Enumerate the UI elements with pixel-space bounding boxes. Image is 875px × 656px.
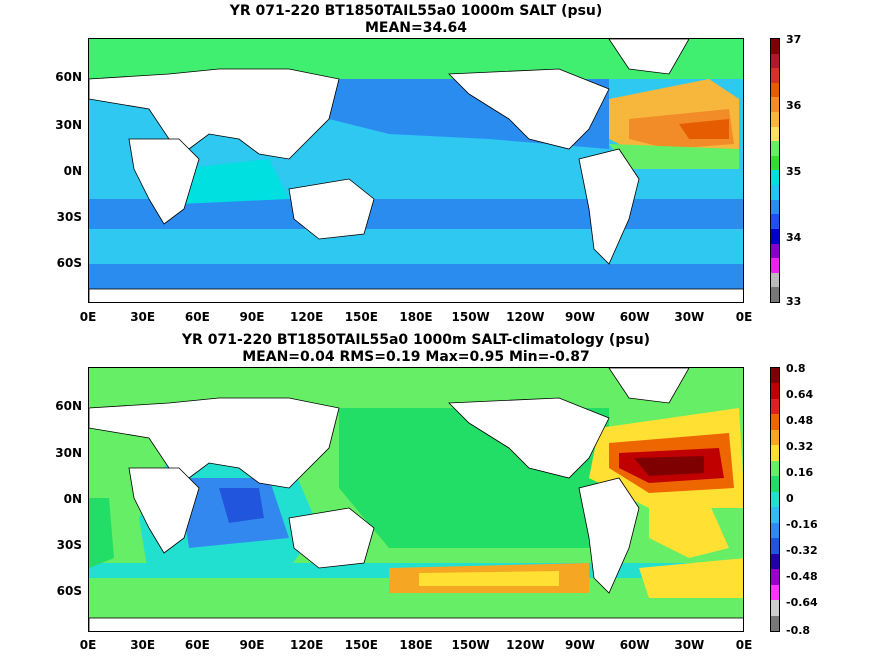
lon-label: 90W [565, 638, 595, 652]
top-lat-label: 30N [55, 118, 82, 132]
top-cbar-label: 35 [786, 165, 802, 178]
colorbar-swatch [771, 429, 779, 446]
bottom-cbar-label: -0.8 [786, 624, 811, 637]
colorbar-swatch [771, 553, 779, 570]
top-cbar-label: 33 [786, 295, 802, 308]
lon-label: 0E [735, 310, 753, 324]
top-title-line2: MEAN=34.64 [364, 20, 468, 36]
colorbar-swatch [771, 398, 779, 415]
colorbar-swatch [771, 141, 779, 156]
bottom-title-line1: YR 071-220 BT1850TAIL55a0 1000m SALT-cli… [181, 332, 651, 348]
top-lat-label: 60S [56, 256, 82, 270]
top-lat-label: 0N [63, 164, 82, 178]
colorbar-swatch [771, 155, 779, 171]
lon-label: 90E [239, 310, 265, 324]
colorbar-swatch [771, 272, 779, 288]
colorbar-swatch [771, 82, 779, 98]
top-lat-label: 60N [55, 70, 82, 84]
colorbar-swatch [771, 383, 779, 399]
lon-label: 120W [506, 310, 545, 324]
colorbar-swatch [771, 615, 779, 631]
bottom-cbar-label: -0.16 [786, 518, 818, 531]
colorbar-swatch [771, 569, 779, 585]
top-lat-label: 30S [56, 210, 82, 224]
colorbar-swatch [771, 258, 779, 273]
lon-label: 60W [619, 310, 650, 324]
lon-label: 60E [184, 638, 210, 652]
colorbar-swatch [771, 476, 779, 492]
colorbar-swatch [771, 214, 779, 229]
bottom-cbar-label: -0.64 [786, 596, 818, 609]
lon-label: 60W [619, 638, 650, 652]
lon-label: 150E [344, 310, 378, 324]
lon-label: 90E [239, 638, 265, 652]
lon-label: 0E [735, 638, 753, 652]
bottom-cbar-label: 0.16 [786, 466, 814, 479]
top-title-line1: YR 071-220 BT1850TAIL55a0 1000m SALT (ps… [229, 3, 603, 19]
colorbar-swatch [771, 228, 779, 244]
colorbar-swatch [771, 53, 779, 69]
bottom-cbar-label: -0.32 [786, 544, 818, 557]
colorbar-swatch [771, 243, 779, 259]
bottom-cbar-label: 0 [786, 492, 794, 505]
colorbar-swatch [771, 522, 779, 539]
top-salinity-map [88, 38, 744, 303]
lon-label: 30W [674, 310, 705, 324]
colorbar-swatch [771, 185, 779, 200]
colorbar-swatch [771, 170, 779, 186]
colorbar-swatch [771, 538, 779, 554]
bottom-cbar-label: 0.48 [786, 414, 814, 427]
lon-label: 30W [674, 638, 705, 652]
colorbar-swatch [771, 584, 779, 601]
bottom-title-line2: MEAN=0.04 RMS=0.19 Max=0.95 Min=-0.87 [242, 349, 590, 365]
colorbar-swatch [771, 368, 779, 384]
lon-label: 150E [344, 638, 378, 652]
colorbar-swatch [771, 68, 779, 83]
bottom-lat-label: 60S [56, 584, 82, 598]
top-cbar-label: 34 [786, 231, 802, 244]
top-cbar-label: 36 [786, 99, 802, 112]
colorbar-swatch [771, 199, 779, 215]
colorbar-swatch [771, 287, 779, 302]
bottom-lat-label: 60N [55, 399, 82, 413]
lon-label: 60E [184, 310, 210, 324]
lon-label: 0E [79, 638, 97, 652]
top-cbar-label: 37 [786, 33, 802, 46]
colorbar-swatch [771, 414, 779, 430]
colorbar-swatch [771, 97, 779, 113]
bottom-cbar-label: 0.8 [786, 362, 806, 375]
colorbar-swatch [771, 507, 779, 523]
colorbar-swatch [771, 112, 779, 127]
lon-label: 150W [451, 310, 490, 324]
colorbar-swatch [771, 600, 779, 616]
lon-label: 0E [79, 310, 97, 324]
lon-label: 120W [506, 638, 545, 652]
bottom-cbar-label: 0.32 [786, 440, 814, 453]
colorbar-swatch [771, 126, 779, 142]
lon-label: 30E [130, 310, 156, 324]
colorbar-swatch [771, 39, 779, 54]
colorbar-swatch [771, 491, 779, 508]
bottom-lat-label: 30N [55, 446, 82, 460]
top-colorbar [770, 38, 780, 303]
colorbar-swatch [771, 460, 779, 477]
colorbar-swatch [771, 445, 779, 461]
bottom-cbar-label: -0.48 [786, 570, 818, 583]
bottom-lat-label: 0N [63, 492, 82, 506]
bottom-colorbar [770, 367, 780, 632]
lon-label: 180E [399, 638, 433, 652]
lon-label: 120E [290, 310, 324, 324]
lon-label: 180E [399, 310, 433, 324]
lon-label: 90W [565, 310, 595, 324]
lon-label: 150W [451, 638, 490, 652]
lon-label: 120E [290, 638, 324, 652]
bottom-cbar-label: 0.64 [786, 388, 814, 401]
lon-label: 30E [130, 638, 156, 652]
bottom-lat-label: 30S [56, 538, 82, 552]
bottom-anomaly-map [88, 367, 744, 632]
